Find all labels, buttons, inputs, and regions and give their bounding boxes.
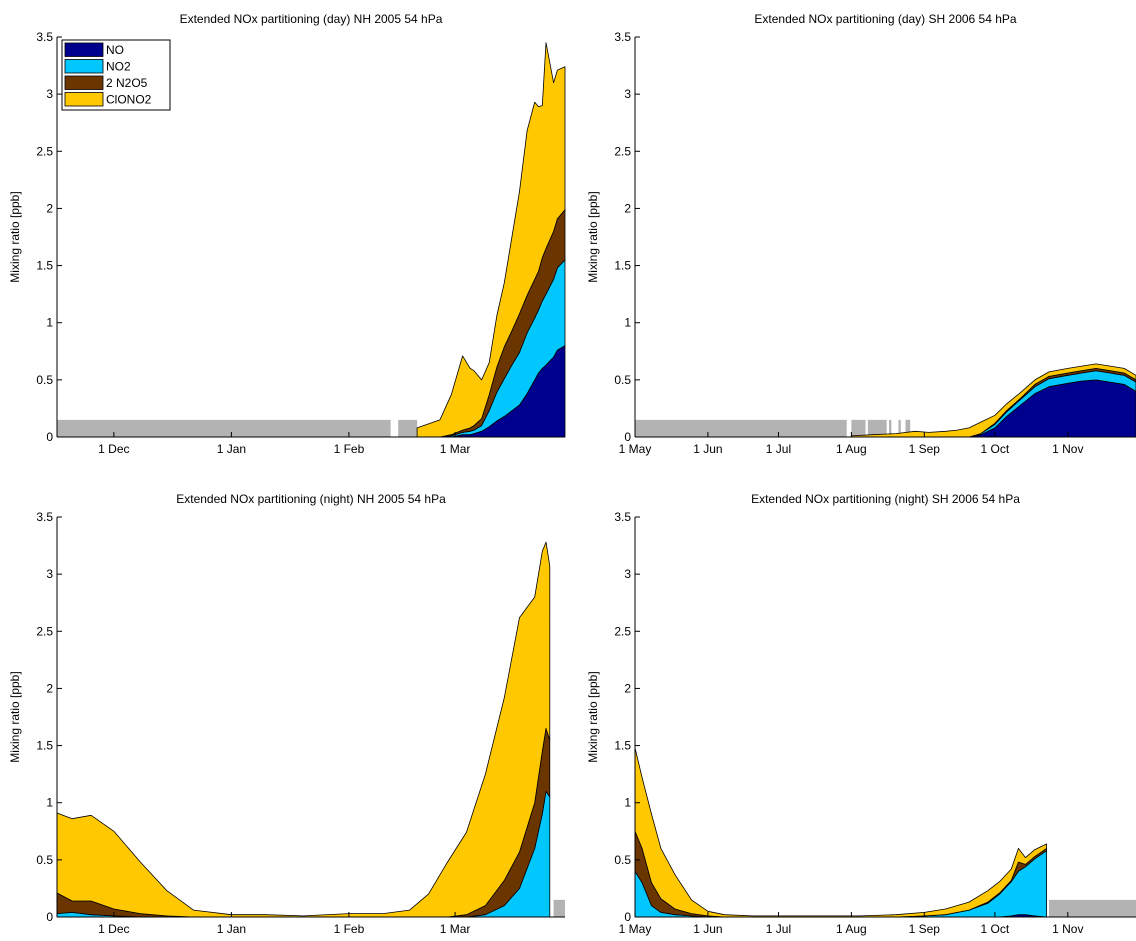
missing-data-bar [867, 419, 887, 437]
x-tick-label: 1 Feb [334, 922, 365, 936]
legend-label: 2 N2O5 [106, 76, 148, 90]
x-tick-label: 1 Oct [981, 922, 1010, 936]
y-tick-label: 1 [46, 316, 53, 330]
x-tick-label: 1 Sep [909, 922, 941, 936]
chart-title: Extended NOx partitioning (night) NH 200… [176, 492, 446, 506]
area-series-clono2 [416, 42, 566, 438]
x-tick-label: 1 May [619, 442, 652, 456]
y-tick-label: 2.5 [614, 144, 631, 158]
x-tick-label: 1 Mar [440, 442, 471, 456]
x-tick-label: 1 Jun [693, 922, 722, 936]
y-tick-label: 0.5 [36, 373, 53, 387]
y-tick-label: 3.5 [614, 510, 631, 524]
x-tick-label: 1 Dec [98, 922, 129, 936]
y-tick-label: 0.5 [36, 853, 53, 867]
area-series-clono2 [56, 541, 551, 918]
missing-data-bar [898, 419, 901, 437]
missing-data-bar [1048, 899, 1136, 917]
y-tick-label: 2 [46, 201, 53, 215]
y-axis-label: Mixing ratio [ppb] [586, 191, 600, 282]
y-tick-label: 3 [46, 87, 53, 101]
y-tick-label: 2.5 [614, 624, 631, 638]
x-tick-label: 1 Jan [217, 442, 246, 456]
y-tick-label: 1.5 [36, 739, 53, 753]
y-tick-label: 0 [624, 910, 631, 924]
legend-label: NO [106, 43, 124, 57]
y-axis-label: Mixing ratio [ppb] [8, 191, 22, 282]
y-tick-label: 2.5 [36, 144, 53, 158]
y-tick-label: 1 [624, 316, 631, 330]
missing-data-bar [635, 419, 847, 437]
chart-panel-1: Extended NOx partitioning (day) NH 2005 … [8, 12, 566, 456]
y-axis-label: Mixing ratio [ppb] [586, 671, 600, 762]
y-axis-label: Mixing ratio [ppb] [8, 671, 22, 762]
x-tick-label: 1 Feb [334, 442, 365, 456]
missing-data-bar [553, 899, 565, 917]
legend-swatch-2-n2o5 [64, 75, 104, 90]
legend-swatch-no2 [64, 59, 104, 74]
missing-data-bar [851, 419, 866, 437]
y-tick-label: 0.5 [614, 373, 631, 387]
x-tick-label: 1 Dec [98, 442, 129, 456]
y-tick-label: 1.5 [36, 259, 53, 273]
y-tick-label: 0 [46, 430, 53, 444]
x-tick-label: 1 Jul [766, 922, 791, 936]
x-tick-label: 1 Oct [981, 442, 1010, 456]
y-tick-label: 1 [624, 796, 631, 810]
y-tick-label: 3.5 [614, 30, 631, 44]
chart-panel-3: Extended NOx partitioning (night) NH 200… [8, 492, 565, 936]
missing-data-bar [905, 419, 911, 437]
x-tick-label: 1 Jun [693, 442, 722, 456]
chart-title: Extended NOx partitioning (day) SH 2006 … [754, 12, 1016, 26]
x-tick-label: 1 Jan [217, 922, 246, 936]
y-tick-label: 3 [624, 87, 631, 101]
x-tick-label: 1 Aug [836, 922, 867, 936]
y-tick-label: 0.5 [614, 853, 631, 867]
chart-panel-2: Extended NOx partitioning (day) SH 2006 … [586, 12, 1136, 456]
y-tick-label: 1.5 [614, 259, 631, 273]
x-tick-label: 1 Sep [909, 442, 941, 456]
x-tick-label: 1 Nov [1052, 442, 1083, 456]
y-tick-label: 2 [46, 681, 53, 695]
legend-label: NO2 [106, 60, 131, 74]
x-tick-label: 1 Jul [766, 442, 791, 456]
y-tick-label: 3.5 [36, 510, 53, 524]
legend-swatch-clono2 [64, 92, 104, 107]
y-tick-label: 3 [624, 567, 631, 581]
y-tick-label: 3.5 [36, 30, 53, 44]
legend: NO NO2 2 N2O5 ClONO2 [61, 39, 171, 111]
y-tick-label: 2 [624, 201, 631, 215]
legend-label: ClONO2 [106, 93, 152, 107]
y-tick-label: 2 [624, 681, 631, 695]
area-series-clono2 [634, 747, 1047, 918]
y-tick-label: 3 [46, 567, 53, 581]
chart-title: Extended NOx partitioning (night) SH 200… [751, 492, 1020, 506]
x-tick-label: 1 May [619, 922, 652, 936]
chart-panel-4: Extended NOx partitioning (night) SH 200… [586, 492, 1136, 936]
legend-swatch-no [64, 42, 104, 57]
y-tick-label: 2.5 [36, 624, 53, 638]
y-tick-label: 0 [624, 430, 631, 444]
chart-title: Extended NOx partitioning (day) NH 2005 … [180, 12, 443, 26]
y-tick-label: 0 [46, 910, 53, 924]
x-tick-label: 1 Aug [836, 442, 867, 456]
y-tick-label: 1.5 [614, 739, 631, 753]
missing-data-bar [57, 419, 391, 437]
x-tick-label: 1 Mar [440, 922, 471, 936]
x-tick-label: 1 Nov [1052, 922, 1083, 936]
missing-data-bar [889, 419, 892, 437]
missing-data-bar [398, 419, 418, 437]
y-tick-label: 1 [46, 796, 53, 810]
